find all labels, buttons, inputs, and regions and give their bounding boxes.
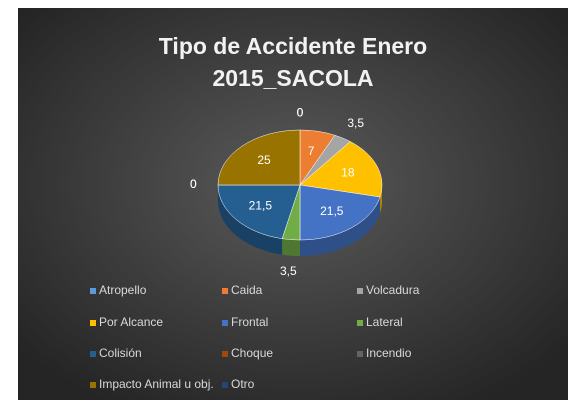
slice [299,184,381,241]
slice [217,129,301,186]
slice [299,141,383,198]
slice-side [282,238,300,256]
legend-label: Lateral [366,315,403,329]
legend-label: Volcadura [366,283,420,297]
data-label: 0 [297,106,304,120]
data-label: 0 [190,177,197,191]
data-label: 3,5 [280,264,297,278]
legend-label: Choque [231,346,273,360]
legend-label: Impacto Animal u obj. [99,377,214,391]
legend-swatch [222,351,228,357]
legend-swatch [222,382,228,388]
legend-label: Incendio [366,346,412,360]
legend-swatch [222,320,228,326]
legend-label: Otro [231,377,255,391]
data-label: 0 [297,106,304,120]
legend-swatch [90,320,96,326]
slice-side-shade [282,238,300,256]
legend-label: Atropello [99,283,147,297]
legend-swatch [357,320,363,326]
data-label: 0 [190,177,197,191]
legend-label: Por Alcance [99,315,163,329]
data-label: 18 [341,166,355,180]
data-label: 3,5 [347,116,364,130]
legend-swatch [90,382,96,388]
legend-label: Frontal [231,315,268,329]
data-label: 21,5 [320,204,344,218]
slice-side [218,185,283,255]
legend-swatch [222,288,228,294]
legend-swatch [90,288,96,294]
data-label: 25 [257,153,271,167]
slice-side [300,196,381,256]
chart-title: Tipo de Accidente Enero 2015_SACOLA [159,33,427,91]
data-label: 21,5 [249,198,273,212]
legend-label: Colisión [99,346,142,360]
data-label: 7 [308,144,315,158]
legend-swatch [90,351,96,357]
slice-side-shade [300,196,381,256]
slice-side-shade [218,185,283,255]
legend-swatch [357,288,363,294]
slice [217,184,301,239]
legend-swatch [357,351,363,357]
legend-label: Caida [231,283,263,297]
